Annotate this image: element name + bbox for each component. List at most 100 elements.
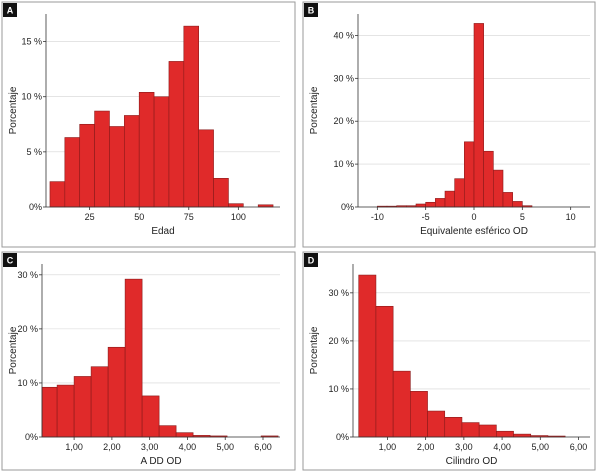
histogram-bar <box>473 23 484 208</box>
y-tick-label: 10 % <box>21 92 42 102</box>
y-tick-label: 20 % <box>333 116 354 126</box>
x-tick-label: 6,00 <box>570 442 588 452</box>
x-tick-label: 4,00 <box>493 442 511 452</box>
histogram-bar <box>138 92 155 208</box>
histogram-bar <box>464 141 475 208</box>
panel-letter: A <box>7 6 14 16</box>
histogram-bar <box>158 425 177 438</box>
x-tick-label: 3,00 <box>141 442 159 452</box>
histogram-bar <box>213 178 229 208</box>
histogram-bar <box>124 115 140 208</box>
panel-b: 0% 10 % 20 % 30 % 40 % -10 -5 0 5 10 Equivalente e… <box>302 1 596 248</box>
histogram-bar <box>415 203 426 208</box>
histogram-bar <box>56 384 75 438</box>
y-tick-label: 40 % <box>333 30 354 40</box>
x-tick-label: -10 <box>371 212 384 222</box>
panel-letter-badge <box>304 253 318 267</box>
panel-c: 0% 10 % 20 % 30 % 1,00 2,00 3,00 4,00 5,00 6,00 A … <box>1 251 296 471</box>
x-tick-label: 1,00 <box>379 442 397 452</box>
histogram-bar <box>444 190 455 208</box>
panel-letter-badge <box>3 253 17 267</box>
y-tick-label: 0% <box>336 432 349 442</box>
x-tick-label: 3,00 <box>455 442 473 452</box>
panel-d: 0% 10 % 20 % 30 % 1,00 2,00 3,00 4,00 5,00 6,00 Ci… <box>302 251 596 471</box>
x-tick-label: 2,00 <box>417 442 435 452</box>
histogram-bar <box>410 391 428 438</box>
panel-letter-badge <box>304 3 318 17</box>
histogram-bar <box>444 416 463 438</box>
histogram-bar <box>64 137 81 208</box>
x-tick-label: 5,00 <box>532 442 550 452</box>
histogram-bar <box>425 201 436 208</box>
panel-letter: B <box>308 6 315 16</box>
y-tick-label: 30 % <box>333 73 354 83</box>
histogram-bar <box>454 178 465 208</box>
y-tick-label: 0% <box>29 202 42 212</box>
y-tick-label: 0% <box>341 202 354 212</box>
x-tick-label: 4,00 <box>179 442 197 452</box>
x-tick-label: 75 <box>184 212 194 222</box>
histogram-bar <box>183 25 199 208</box>
y-tick-label: 30 % <box>17 270 38 280</box>
panel-letter: D <box>308 256 315 266</box>
y-tick-label: 20 % <box>328 336 349 346</box>
y-tick-label: 30 % <box>328 288 349 298</box>
y-tick-label: 10 % <box>333 159 354 169</box>
y-axis-title: Porcentaje <box>8 326 19 374</box>
histogram-bar <box>228 203 244 208</box>
histogram-bar <box>107 346 126 438</box>
x-tick-label: 2,00 <box>103 442 121 452</box>
histogram-bar <box>435 198 446 208</box>
x-tick-label: 25 <box>85 212 95 222</box>
x-tick-label: 5 <box>520 212 525 222</box>
panel-a: 0% 5 % 10 % 15 % 25 50 75 100 Edad Porcentaje A <box>1 1 296 248</box>
x-tick-label: 6,00 <box>254 442 272 452</box>
histogram-bar <box>73 376 92 438</box>
histogram-bar <box>512 201 523 208</box>
x-tick-label: 0 <box>471 212 476 222</box>
panel-letter: C <box>7 256 14 266</box>
histogram-bar <box>168 61 185 208</box>
histogram-bar <box>49 181 66 208</box>
histogram-bar <box>478 424 497 438</box>
x-tick-label: 50 <box>134 212 144 222</box>
x-tick-label: 100 <box>231 212 246 222</box>
y-tick-label: 0% <box>25 432 38 442</box>
x-axis-title: A DD OD <box>140 456 181 467</box>
histogram-bar <box>153 96 170 208</box>
histogram-bar <box>502 192 513 208</box>
x-axis-title: Edad <box>151 226 174 237</box>
histogram-bar <box>461 422 480 438</box>
histogram-bar <box>141 395 160 438</box>
histogram-bar <box>94 110 110 208</box>
histogram-bar <box>198 129 214 208</box>
histogram-bar <box>358 274 377 438</box>
histogram-bar <box>375 305 394 438</box>
histogram-bar <box>513 433 532 438</box>
y-tick-label: 10 % <box>328 384 349 394</box>
panel-letter-badge <box>3 3 17 17</box>
x-tick-label: -5 <box>422 212 430 222</box>
y-axis-title: Porcentaje <box>309 326 320 374</box>
y-tick-label: 5 % <box>26 147 42 157</box>
histogram-bar <box>427 410 446 438</box>
histogram-bar <box>483 150 494 208</box>
histogram-bar <box>175 432 194 438</box>
y-tick-label: 20 % <box>17 324 38 334</box>
y-axis-title: Porcentaje <box>309 86 320 134</box>
histogram-bar <box>392 370 411 438</box>
histogram-bar <box>90 366 109 438</box>
x-axis-title: Cilindro OD <box>446 456 498 467</box>
y-tick-label: 15 % <box>21 37 42 47</box>
x-tick-label: 1,00 <box>65 442 83 452</box>
x-axis-title: Equivalente esférico OD <box>420 226 528 237</box>
histogram-bar <box>496 430 514 438</box>
histogram-bar <box>41 386 58 438</box>
histogram-bar <box>493 169 504 208</box>
y-axis-title: Porcentaje <box>8 86 19 134</box>
histogram-bar <box>109 126 125 208</box>
y-tick-label: 10 % <box>17 378 38 388</box>
histogram-bar <box>124 278 143 438</box>
x-tick-label: 10 <box>566 212 576 222</box>
